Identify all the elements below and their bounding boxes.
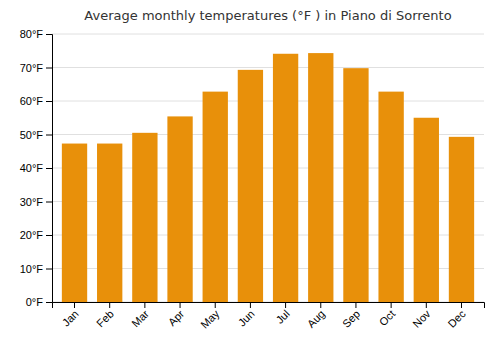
tick: Jan <box>60 302 81 329</box>
tick: Apr <box>166 302 187 328</box>
plot: Jan Feb Mar Apr May Jun Jul Aug Sep Oct Nov Dec 0°F 1… <box>20 28 485 331</box>
tick-label: 10°F <box>20 263 44 275</box>
tick-mark <box>250 302 251 308</box>
tick-mark <box>391 302 392 308</box>
bar <box>343 68 368 302</box>
y-axis: 0°F 10°F 20°F 30°F 40°F 50°F 60°F 70°F 80°F <box>20 28 53 308</box>
tick-mark <box>46 302 52 303</box>
tick: Nov <box>410 302 433 330</box>
tick: Aug <box>305 302 327 330</box>
tick-label: 40°F <box>20 162 44 174</box>
tick: 60°F <box>20 95 52 107</box>
bar <box>308 53 333 302</box>
bar <box>449 137 474 302</box>
tick-mark <box>46 168 52 169</box>
x-axis: Jan Feb Mar Apr May Jun Jul Aug Sep Oct Nov Dec <box>53 302 485 331</box>
bar <box>62 144 87 302</box>
tick-label: Dec <box>445 307 468 330</box>
tick-label: Mar <box>129 307 151 329</box>
tick: 20°F <box>20 229 52 241</box>
tick-mark <box>74 302 75 308</box>
grid <box>52 34 484 302</box>
tick-label: 20°F <box>20 229 44 241</box>
bar <box>414 118 439 302</box>
tick: May <box>198 302 222 331</box>
tick: Mar <box>129 302 151 329</box>
tick: 50°F <box>20 129 52 141</box>
bar <box>167 116 192 302</box>
tick-mark <box>46 269 52 270</box>
bar <box>132 133 157 302</box>
bar <box>273 54 298 302</box>
tick-mark <box>320 302 321 308</box>
tick-mark <box>180 302 181 308</box>
tick-mark <box>285 302 286 308</box>
tick-label: Nov <box>410 307 433 330</box>
bar <box>203 92 228 302</box>
tick: 30°F <box>20 196 52 208</box>
tick-label: Apr <box>166 307 187 328</box>
grid-line <box>52 101 484 102</box>
tick: Jun <box>236 302 257 329</box>
chart: Jan Feb Mar Apr May Jun Jul Aug Sep Oct Nov Dec 0°F 1… <box>0 0 500 350</box>
tick-label: Sep <box>340 308 362 330</box>
bar <box>378 92 403 302</box>
tick-mark <box>46 34 52 35</box>
title: Average monthly temperatures (°F ) in Pi… <box>84 8 451 23</box>
tick-mark <box>355 302 356 308</box>
tick-label: Oct <box>377 308 398 329</box>
tick-mark <box>46 135 52 136</box>
axis-line <box>53 303 485 309</box>
tick-label: Jun <box>236 308 257 329</box>
bars <box>62 53 474 302</box>
tick-mark <box>144 302 145 308</box>
tick-label: 70°F <box>20 62 44 74</box>
tick-mark <box>109 302 110 308</box>
tick-label: 60°F <box>20 95 44 107</box>
tick: Jul <box>273 302 291 326</box>
tick: 10°F <box>20 263 52 275</box>
tick-label: 50°F <box>20 129 44 141</box>
tick: Dec <box>445 302 468 330</box>
tick-label: Feb <box>94 308 116 330</box>
tick: 0°F <box>26 296 52 308</box>
tick-label: Jan <box>60 308 81 329</box>
tick: 70°F <box>20 62 52 74</box>
tick: 40°F <box>20 162 52 174</box>
tick: Sep <box>340 302 362 330</box>
tick: Feb <box>94 302 116 329</box>
tick-mark <box>215 302 216 308</box>
tick-label: Aug <box>305 308 327 330</box>
bar <box>238 70 263 302</box>
tick-mark <box>46 235 52 236</box>
tick-label: May <box>198 307 222 331</box>
grid-line <box>52 34 484 35</box>
bar <box>97 144 122 302</box>
grid-line <box>52 67 484 68</box>
tick-label: Jul <box>273 308 291 326</box>
tick-label: 0°F <box>26 296 44 308</box>
tick-mark <box>426 302 427 308</box>
tick-label: 80°F <box>20 28 44 40</box>
tick-mark <box>46 101 52 102</box>
tick: 80°F <box>20 28 52 40</box>
tick-mark <box>46 68 52 69</box>
tick-label: 30°F <box>20 196 44 208</box>
axis-line <box>46 35 53 303</box>
tick: Oct <box>377 302 398 328</box>
tick-mark <box>461 302 462 308</box>
tick-mark <box>46 202 52 203</box>
